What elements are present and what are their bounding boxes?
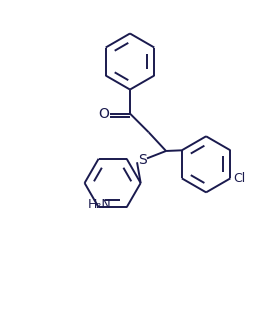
Text: H₂N: H₂N (88, 198, 112, 211)
Text: S: S (138, 153, 146, 167)
Text: Cl: Cl (233, 172, 246, 185)
Text: O: O (99, 107, 110, 121)
